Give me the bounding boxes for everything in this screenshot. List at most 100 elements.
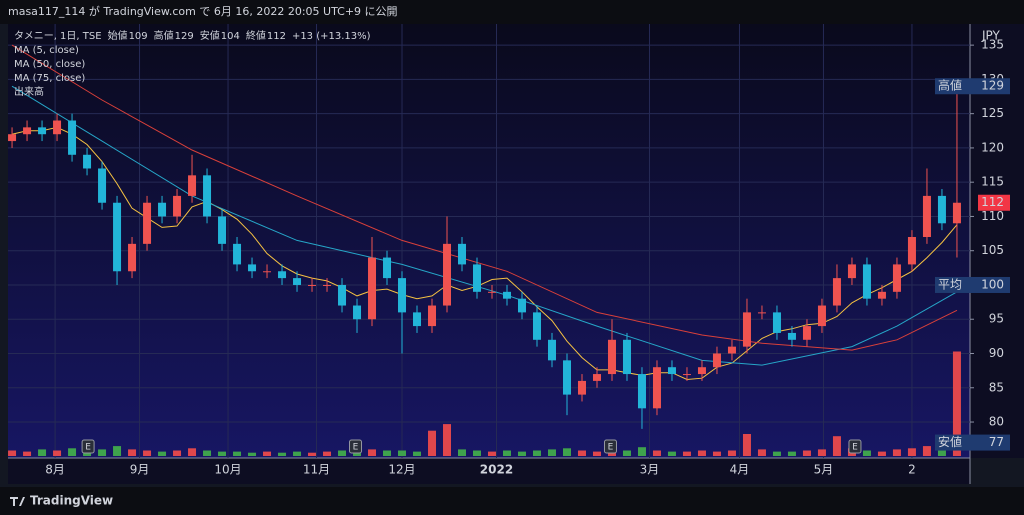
candle-body — [802, 326, 811, 340]
volume-bar — [502, 450, 511, 456]
volume-bar — [473, 450, 482, 456]
candle-body — [428, 305, 437, 327]
legend-ohlc-value: 104 — [221, 31, 240, 42]
candle-body — [817, 305, 826, 327]
volume-bar — [652, 450, 661, 456]
candle-body — [667, 367, 676, 375]
earnings-marker[interactable] — [603, 439, 617, 454]
price-label-value: 129 — [981, 79, 1004, 93]
candle-body — [607, 339, 616, 375]
candle-body — [188, 175, 197, 196]
candle-layer — [8, 86, 961, 429]
candle-body — [532, 312, 541, 340]
legend: タメニー, 1日, TSE 始値 109 高値 129 安値 104 終値 112 +13 (+1… — [14, 29, 371, 98]
candle-body — [577, 380, 586, 395]
candle-body — [128, 243, 137, 272]
price-label-value: 100 — [981, 277, 1004, 291]
volume-bar — [398, 450, 407, 456]
ma-line — [11, 126, 958, 381]
volume-bar — [757, 449, 766, 456]
candle-body — [757, 312, 766, 314]
legend-ohlc-value: 129 — [175, 31, 194, 42]
volume-bar — [802, 450, 811, 456]
candle-body — [907, 237, 916, 265]
volume-bar — [98, 449, 107, 456]
x-tick-label: 11月 — [303, 463, 330, 477]
price-label-name: 安値 — [938, 434, 962, 449]
volume-bar — [218, 451, 227, 456]
currency: JPY — [981, 29, 1001, 43]
axis-layer: 808590951001051101151201251301358月9月10月1… — [45, 38, 1010, 477]
candle-body — [562, 360, 571, 395]
candle-body — [293, 278, 302, 285]
earnings-label: E — [353, 443, 359, 453]
candle-body — [353, 305, 362, 320]
earnings-marker[interactable] — [349, 439, 363, 454]
x-tick-label: 2022 — [480, 463, 513, 477]
candle-body — [742, 312, 751, 347]
earnings-marker[interactable] — [848, 439, 862, 454]
y-tick-label: 85 — [989, 380, 1004, 394]
volume-bar — [113, 446, 122, 456]
candle-body — [832, 278, 841, 306]
legend-entry[interactable]: 出来高 — [14, 85, 44, 98]
candle-body — [158, 202, 167, 217]
candle-body — [8, 134, 17, 142]
candle-body — [487, 291, 496, 293]
y-tick-label: 135 — [981, 38, 1004, 52]
earnings-marker[interactable] — [81, 439, 95, 454]
candle-body — [877, 291, 886, 299]
volume-bar — [667, 451, 676, 456]
price-axis-area — [970, 24, 1024, 458]
volume-bar — [622, 450, 631, 456]
candle-body — [98, 168, 107, 203]
volume-bar — [637, 447, 646, 456]
volume-bar — [233, 451, 242, 456]
legend-entry[interactable]: MA (50, close) — [14, 59, 85, 70]
y-tick-label: 105 — [981, 243, 1004, 257]
candle-body — [203, 175, 212, 217]
volume-bar — [278, 452, 287, 456]
legend-entry[interactable]: MA (5, close) — [14, 45, 79, 56]
price-label-box — [935, 78, 1010, 95]
candle-body — [248, 264, 257, 272]
candle-body — [383, 257, 392, 279]
volume-bar — [443, 424, 452, 456]
earnings-label: E — [852, 443, 858, 453]
x-tick-label: 4月 — [730, 463, 750, 477]
candle-body — [892, 264, 901, 292]
candle-body — [323, 284, 332, 286]
volume-bar — [562, 448, 571, 456]
volume-bar — [742, 434, 751, 456]
candle-body — [547, 339, 556, 361]
legend-ohlc-label: 終値 — [246, 29, 266, 42]
ma-layer — [11, 44, 958, 381]
candle-body — [682, 374, 691, 376]
volume-bar — [697, 450, 706, 456]
candle-body — [68, 120, 77, 155]
volume-bar — [323, 451, 332, 456]
candle-body — [23, 127, 32, 135]
brand-logo — [10, 497, 25, 506]
price-label-box — [935, 276, 1010, 293]
legend-entry[interactable]: MA (75, close) — [14, 73, 85, 84]
volume-bar — [832, 436, 841, 456]
volume-bar — [592, 451, 601, 456]
volume-bar — [772, 451, 781, 456]
x-tick-label: 9月 — [130, 463, 150, 477]
candle-body — [517, 298, 526, 313]
grid — [8, 24, 970, 458]
volume-bar — [263, 451, 272, 456]
price-label-box — [935, 434, 1010, 451]
candle-body — [113, 202, 122, 272]
bottom-bar — [0, 487, 1024, 515]
candle-body — [308, 284, 317, 286]
brand[interactable]: TradingView — [30, 494, 113, 508]
earnings-label: E — [608, 443, 614, 453]
volume-bar — [922, 446, 931, 456]
candle-body — [263, 271, 272, 273]
volume-bar — [428, 430, 437, 456]
x-tick-label: 3月 — [640, 463, 660, 477]
volume-bar — [293, 451, 302, 456]
